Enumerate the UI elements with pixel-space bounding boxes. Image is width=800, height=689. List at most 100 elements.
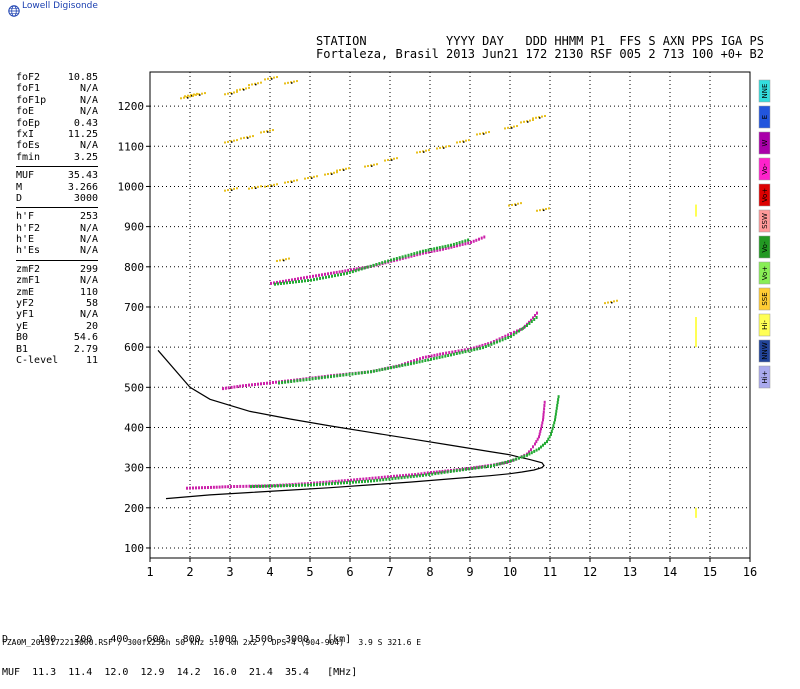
echo-point <box>293 80 295 83</box>
echo-point <box>398 364 401 368</box>
echo-point <box>450 353 452 357</box>
echo-point <box>544 114 546 117</box>
echo-point <box>433 247 436 251</box>
echo-point <box>534 314 536 317</box>
echo-point <box>430 357 432 361</box>
echo-point <box>352 267 355 271</box>
echo-point <box>322 482 324 486</box>
x-tick-label: 1 <box>146 565 153 579</box>
echo-point <box>319 481 322 485</box>
echo-point <box>438 355 441 359</box>
echo-point <box>362 477 365 481</box>
echo-point <box>533 318 536 321</box>
echo-point <box>230 485 232 489</box>
echo-point <box>403 475 406 479</box>
echo-point <box>236 385 239 389</box>
echo-point <box>483 133 485 135</box>
param-row: foF2 10.85 <box>16 72 98 83</box>
echo-point <box>279 280 281 284</box>
echo-point <box>268 484 270 488</box>
echo-point <box>332 271 335 275</box>
echo-point <box>242 484 245 488</box>
echo-point <box>276 259 278 262</box>
echo-point <box>239 384 242 388</box>
echo-point <box>346 481 348 485</box>
echo-point <box>360 267 363 271</box>
param-value: N/A <box>79 106 98 118</box>
y-tick-label: 100 <box>124 542 144 555</box>
param-key: foEp <box>16 117 41 129</box>
echo-point <box>310 278 312 282</box>
echo-point <box>542 410 545 414</box>
echo-point <box>425 473 428 477</box>
echo-point <box>532 118 534 121</box>
echo-point <box>493 341 496 345</box>
param-separator <box>16 259 98 261</box>
echo-point <box>324 173 326 176</box>
legend-label: Vo- <box>761 163 769 175</box>
echo-point <box>502 461 505 465</box>
echo-point <box>187 94 189 97</box>
echo-point <box>436 147 438 150</box>
echo-point <box>407 362 410 366</box>
echo-point <box>543 400 546 404</box>
echo-point <box>501 461 504 465</box>
echo-point <box>530 451 533 455</box>
echo-point <box>528 322 531 325</box>
echo-point <box>327 173 329 176</box>
echo-point <box>260 81 262 84</box>
param-value: 11 <box>85 354 98 366</box>
echo-point <box>467 241 470 245</box>
echo-point <box>311 377 314 381</box>
echo-point <box>375 263 378 266</box>
echo-point <box>337 481 339 485</box>
echo-point <box>371 476 374 480</box>
echo-point <box>465 139 467 142</box>
echo-point <box>518 456 520 460</box>
legend-label: SSE <box>761 292 769 305</box>
echo-point <box>478 237 480 241</box>
echo-point <box>510 334 512 338</box>
echo-point <box>231 93 233 95</box>
echo-point <box>504 337 507 341</box>
echo-point <box>387 366 390 370</box>
echo-point <box>393 474 395 478</box>
echo-point <box>419 357 421 361</box>
echo-point <box>260 382 262 386</box>
echo-point <box>296 179 298 182</box>
param-row: MUF 35.43 <box>16 170 98 181</box>
param-key: D <box>16 192 23 204</box>
echo-point <box>248 86 250 89</box>
echo-point <box>556 403 559 407</box>
echo-point <box>352 480 354 484</box>
echo-point <box>224 189 226 192</box>
param-row: D 3000 <box>16 193 98 204</box>
echo-point <box>613 300 615 303</box>
echo-point <box>538 447 540 451</box>
echo-point <box>426 471 429 475</box>
echo-point <box>473 348 476 352</box>
echo-point <box>463 348 466 352</box>
echo-point <box>383 475 386 479</box>
echo-point <box>346 271 348 275</box>
echo-point <box>441 245 444 249</box>
param-key: fxI <box>16 128 35 140</box>
echo-point <box>433 249 436 253</box>
param-value: 54.6 <box>73 332 98 344</box>
echo-point <box>419 252 422 256</box>
echo-point <box>453 245 456 248</box>
echo-point <box>532 445 534 449</box>
echo-point <box>456 244 458 248</box>
echo-point <box>331 173 333 175</box>
echo-point <box>447 354 450 357</box>
echo-point <box>367 164 369 167</box>
echo-point <box>231 141 233 143</box>
echo-point <box>210 485 212 489</box>
echo-point <box>308 377 311 381</box>
echo-point <box>316 277 318 281</box>
echo-point <box>359 477 362 481</box>
legend-swatch <box>758 209 771 233</box>
echo-point <box>307 483 309 487</box>
echo-point <box>334 274 336 278</box>
echo-point <box>407 361 409 365</box>
